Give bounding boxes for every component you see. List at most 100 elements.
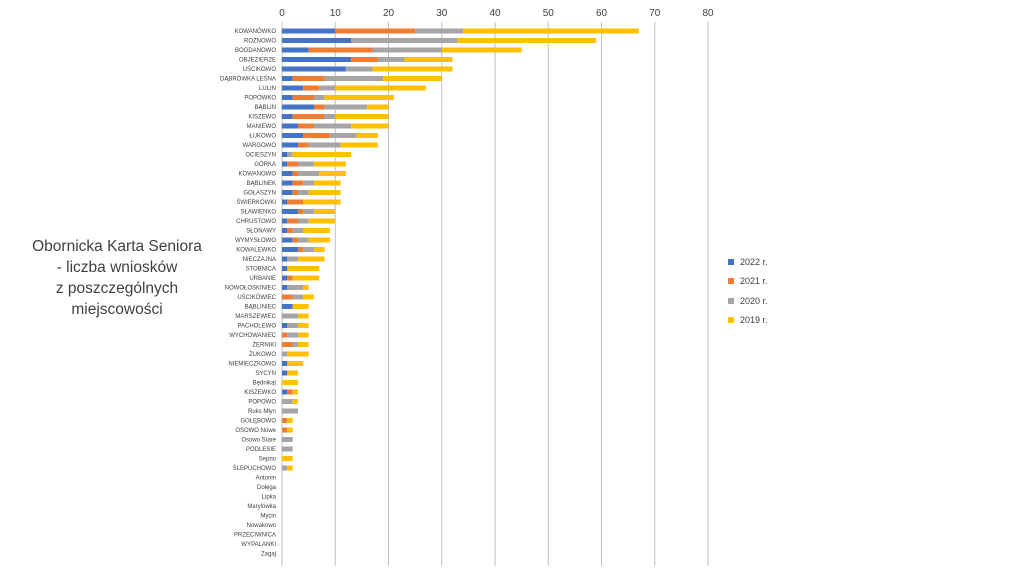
category-label: WYPALANKI — [241, 542, 276, 548]
category-label: KOWALEWKO — [236, 248, 276, 254]
bar-segment — [292, 190, 298, 195]
bar-segment — [297, 123, 314, 129]
bar-segment — [292, 76, 325, 81]
category-label: PRZECIWNICA — [234, 533, 276, 539]
bar-segment — [282, 199, 288, 205]
category-label: Sepno — [259, 457, 277, 463]
category-label: WYMYSŁOWO — [235, 238, 276, 244]
category-label: SŁAWIENKO — [241, 210, 277, 216]
category-label: ŁUKOWO — [249, 134, 276, 140]
bar-segment — [282, 437, 293, 442]
bar-segment — [282, 114, 293, 119]
x-tick-label: 40 — [489, 8, 501, 19]
bar-segment — [292, 228, 304, 233]
category-label: WYCHOWANIEC — [229, 333, 276, 339]
bar-segment — [351, 123, 389, 129]
category-label: BOGDANOWO — [235, 48, 276, 54]
title-line-4: miejscowości — [71, 301, 163, 318]
bar-segment — [287, 266, 320, 271]
bar-segment — [335, 28, 416, 34]
bar-segment — [292, 180, 304, 186]
x-tick-label: 80 — [702, 8, 714, 19]
bar-segment — [282, 104, 314, 110]
bar-segment — [292, 237, 298, 243]
x-tick-label: 60 — [596, 8, 608, 19]
category-label: KISZEWO — [248, 115, 276, 121]
bar-segment — [287, 351, 309, 357]
bar-segment — [313, 123, 352, 129]
bar-segment — [292, 342, 298, 347]
x-tick-label: 20 — [383, 8, 395, 19]
legend-item: 2022 r. — [728, 252, 768, 272]
bar-segment — [351, 38, 458, 43]
category-label: NIECZAJNA — [243, 257, 276, 263]
bar-segment — [282, 304, 293, 309]
bar-segment — [282, 28, 336, 34]
category-label: DĄBRÓWKA LEŚNA — [220, 75, 276, 83]
category-label: KOWANOWO — [239, 172, 277, 178]
bar-segment — [282, 133, 304, 138]
bar-segment — [282, 266, 288, 271]
bar-segment — [282, 313, 298, 319]
bar-segment — [297, 161, 314, 167]
bar-segment — [282, 342, 293, 347]
category-label: Nowakowo — [247, 523, 277, 529]
category-label: LULIN — [259, 86, 276, 92]
bar-segment — [329, 133, 357, 138]
bar-segment — [282, 152, 288, 157]
bar-segment — [356, 133, 378, 138]
bar-segment — [292, 294, 304, 300]
bar-segment — [292, 171, 298, 176]
category-label: ŚLEPUCHOWO — [233, 464, 277, 472]
bar-segment — [287, 323, 298, 328]
category-label: MARSZEWIEC — [235, 314, 276, 320]
legend-swatch — [728, 258, 734, 265]
bar-segment — [313, 247, 325, 252]
category-label: Osowo Stare — [241, 438, 276, 444]
bar-segment — [282, 285, 288, 290]
bar-segment — [308, 218, 336, 224]
bar-segment — [282, 446, 293, 452]
bar-segment — [292, 152, 352, 157]
category-label: ŚWIERKÓWKI — [236, 198, 276, 206]
chart-legend: 2022 r. 2021 r. 2020 r. 2019 r. — [728, 252, 768, 330]
bar-segment — [457, 38, 597, 43]
bar-segment — [282, 380, 298, 385]
bar-segment — [313, 95, 325, 100]
bar-segment — [324, 95, 394, 100]
bar-segment — [319, 85, 336, 91]
category-label: Będnikąt — [253, 381, 277, 387]
bar-segment — [282, 237, 293, 243]
x-tick-label: 50 — [543, 8, 555, 19]
bar-segment — [287, 370, 298, 376]
bar-segment — [282, 38, 352, 43]
title-line-1: Obornicka Karta Seniora — [32, 238, 202, 255]
category-label: POPOWO — [248, 400, 276, 406]
legend-label: 2021 r. — [740, 276, 768, 287]
bar-segment — [303, 133, 330, 138]
legend-swatch — [728, 278, 734, 285]
bar-segment — [282, 218, 288, 224]
bar-segment — [313, 180, 341, 186]
bar-segment — [282, 294, 293, 300]
bar-segment — [324, 104, 368, 110]
bar-segment — [340, 142, 378, 148]
bar-segment — [308, 237, 330, 243]
category-label: MANIEWO — [247, 124, 277, 130]
bar-segment — [282, 247, 298, 252]
category-label: CHRUSTOWO — [236, 219, 276, 225]
bar-segment — [297, 256, 325, 262]
bar-segment — [282, 85, 304, 91]
bar-segment — [297, 142, 309, 148]
category-label: URBANIE — [249, 276, 276, 282]
bar-segment — [324, 114, 336, 119]
title-line-3: z poszczególnych — [55, 280, 179, 297]
category-label: Dołęga — [257, 485, 277, 491]
bar-segment — [282, 332, 288, 338]
category-label: SŁONAWY — [246, 229, 276, 235]
category-label: NOWOŁOSKINIEC — [225, 286, 277, 292]
category-label: BĄBLINIEC — [245, 305, 277, 311]
legend-item: 2019 r. — [728, 311, 768, 331]
bar-segment — [282, 95, 293, 100]
